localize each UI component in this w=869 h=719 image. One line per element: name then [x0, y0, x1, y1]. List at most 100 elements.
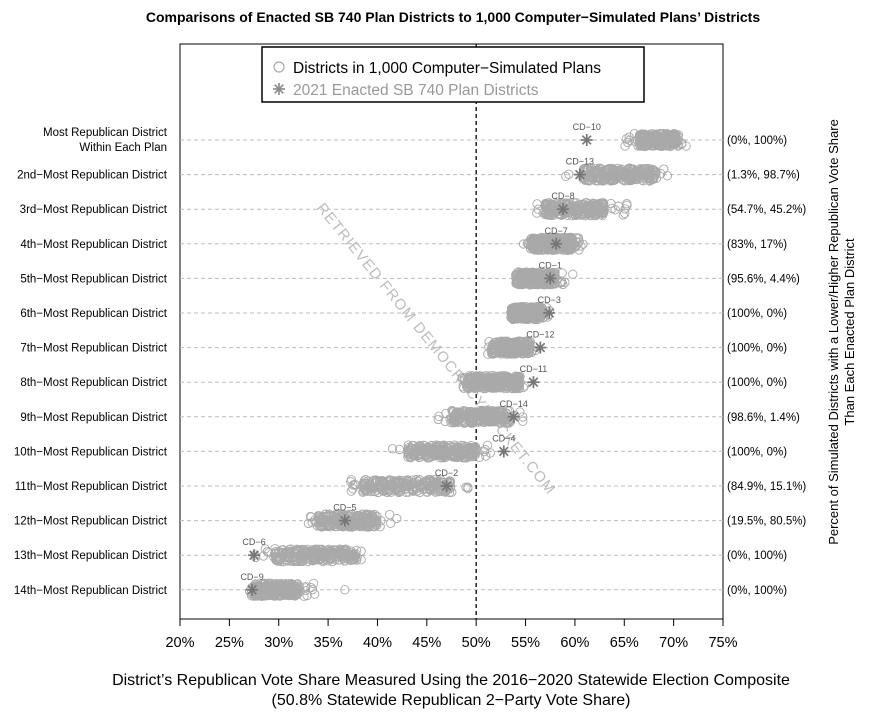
simulated-point: [640, 141, 651, 151]
simulated-point: [425, 448, 435, 459]
simulated-point: [338, 545, 349, 555]
row-label-line2: Within Each Plan: [79, 142, 167, 154]
percent-labels: (0%, 100%) (1.3%, 98.7%) (54.7%, 45.2%) (83…: [727, 135, 806, 597]
simulated-point: [624, 132, 634, 142]
simulated-point: [505, 345, 516, 355]
simulated-point: [578, 172, 588, 183]
legend-asterisk-marker: [273, 83, 285, 95]
simulated-point: [485, 411, 495, 421]
simulated-point: [282, 552, 292, 563]
simulated-point: [270, 591, 280, 601]
simulated-point: [564, 242, 574, 252]
simulated-point: [468, 450, 478, 460]
simulated-point: [405, 444, 415, 454]
simulated-point: [623, 137, 633, 148]
simulated-point: [513, 372, 523, 383]
simulated-point: [513, 305, 523, 315]
simulated-point: [457, 449, 468, 459]
percent-label: (84.9%, 15.1%): [727, 481, 806, 493]
simulated-point: [604, 164, 615, 174]
enacted-district-label: CD−3: [538, 295, 561, 305]
enacted-marker: [497, 445, 510, 458]
enacted-marker: [338, 514, 351, 527]
simulated-point: [515, 407, 525, 417]
simulated-point: [292, 589, 303, 600]
simulated-cluster: [561, 163, 673, 186]
y-axis-label-line2: Than Each Enacted Plan District: [842, 238, 857, 426]
simulated-point: [523, 348, 533, 359]
simulated-point: [470, 372, 480, 382]
simulated-point: [403, 479, 413, 489]
enacted-marker: [534, 341, 547, 354]
simulated-point: [324, 547, 334, 557]
simulated-point: [523, 305, 533, 315]
simulated-point: [309, 589, 320, 599]
percent-label: (1.3%, 98.7%): [727, 170, 800, 182]
percent-label: (95.6%, 4.4%): [727, 273, 800, 285]
simulated-point: [510, 338, 520, 348]
simulated-point: [452, 442, 462, 452]
x-tick-label: 50%: [462, 635, 491, 651]
simulated-point: [541, 234, 551, 245]
simulated-point: [429, 484, 439, 494]
x-tick-label: 30%: [264, 635, 293, 651]
simulated-point: [408, 440, 418, 451]
simulated-point: [544, 198, 554, 208]
enacted-marker: [573, 168, 586, 181]
simulated-point: [420, 476, 431, 486]
simulated-point: [518, 239, 529, 249]
row-label: 7th−Most Republican District: [20, 343, 167, 355]
simulated-point: [504, 349, 515, 359]
enacted-marker: [557, 203, 570, 216]
simulated-point: [342, 519, 353, 529]
legend-label-enacted: 2021 Enacted SB 740 Plan Districts: [293, 82, 539, 99]
simulated-point: [643, 168, 654, 178]
simulated-point: [606, 174, 617, 185]
simulated-point: [413, 476, 424, 487]
x-tick-label: 35%: [314, 635, 343, 651]
simulated-point: [287, 579, 297, 589]
simulated-point: [647, 133, 658, 144]
x-tick-label: 60%: [560, 635, 589, 651]
simulated-point: [573, 204, 584, 215]
simulated-point: [324, 554, 335, 564]
simulated-point: [532, 199, 542, 209]
simulated-point: [360, 480, 370, 490]
simulated-point: [491, 374, 501, 385]
simulated-point: [400, 482, 410, 492]
enacted-marker: [543, 307, 556, 319]
simulated-point: [500, 372, 510, 383]
simulated-point: [387, 444, 398, 454]
simulated-point: [334, 545, 345, 555]
enacted-district-label: CD−4: [492, 433, 515, 443]
simulated-point: [532, 208, 542, 218]
x-tick-label: 65%: [610, 635, 639, 651]
simulated-point: [474, 452, 485, 462]
simulated-point: [260, 544, 270, 554]
simulated-point: [644, 163, 654, 174]
row-labels: Most Republican District Within Each Plan…: [14, 127, 168, 597]
enacted-district-label: CD−8: [551, 191, 574, 201]
simulated-point: [297, 547, 307, 557]
simulated-point: [350, 551, 360, 562]
enacted-marker: [550, 237, 563, 250]
enacted-marker: [580, 134, 593, 146]
simulated-point: [274, 591, 284, 601]
simulated-point: [385, 509, 395, 520]
simulated-point: [260, 591, 271, 601]
simulated-point: [481, 451, 491, 461]
simulated-point: [484, 417, 494, 427]
simulated-point: [275, 582, 285, 592]
simulated-point: [514, 267, 524, 277]
simulated-point: [599, 174, 609, 184]
enacted-district-label: CD−12: [526, 330, 554, 340]
simulated-point: [588, 174, 598, 184]
simulated-point: [386, 518, 396, 528]
simulated-point: [611, 174, 621, 185]
percent-label: (100%, 0%): [727, 343, 787, 355]
simulated-point: [277, 585, 288, 595]
simulated-point: [288, 588, 298, 598]
simulated-point: [470, 411, 481, 421]
simulated-point: [531, 243, 541, 253]
percent-label: (0%, 100%): [727, 585, 787, 597]
